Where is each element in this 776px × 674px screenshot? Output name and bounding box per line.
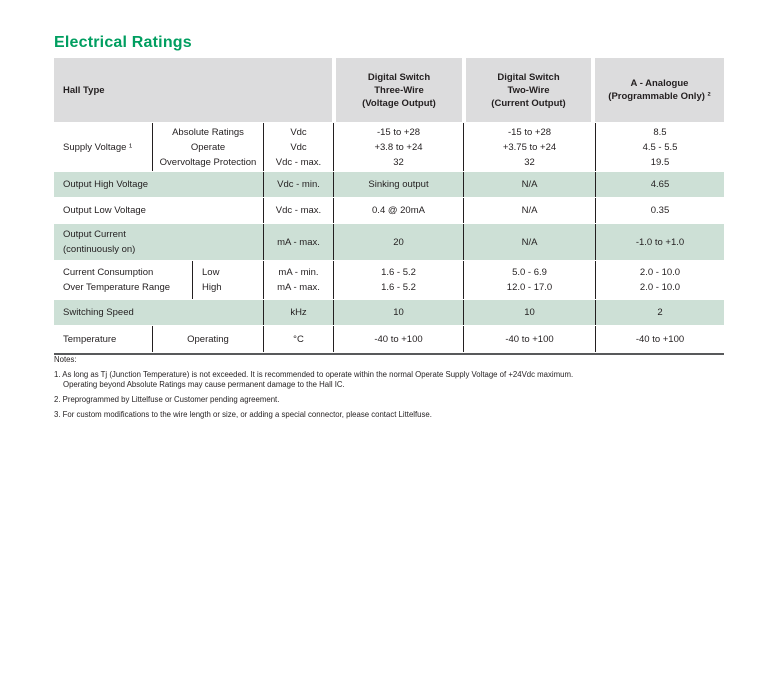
row-units: Vdc - max. bbox=[263, 198, 333, 223]
header-hall-type: Hall Type bbox=[54, 58, 332, 122]
value-three-wire: 10 bbox=[333, 300, 463, 325]
row-units: mA - min. mA - max. bbox=[263, 261, 333, 299]
row-label: Switching Speed bbox=[63, 307, 134, 318]
header-two-wire: Digital Switch Two-Wire (Current Output) bbox=[466, 58, 591, 122]
table-header-row: Hall Type Digital Switch Three-Wire (Vol… bbox=[54, 58, 724, 122]
header-three-wire: Digital Switch Three-Wire (Voltage Outpu… bbox=[336, 58, 462, 122]
value-two-wire: N/A bbox=[463, 224, 595, 260]
value-analogue: 4.65 bbox=[595, 172, 724, 197]
row-sublabels: Low High bbox=[192, 261, 263, 299]
value-two-wire: N/A bbox=[463, 198, 595, 223]
row-units: Vdc Vdc Vdc - max. bbox=[263, 123, 333, 171]
value-two-wire: -15 to +28 +3.75 to +24 32 bbox=[463, 123, 595, 171]
electrical-ratings-table: Hall Type Digital Switch Three-Wire (Vol… bbox=[54, 58, 724, 355]
table-row-output-high-voltage: Output High Voltage Vdc - min. Sinking o… bbox=[54, 172, 724, 197]
header-gap bbox=[462, 58, 466, 122]
value-three-wire: -15 to +28 +3.8 to +24 32 bbox=[333, 123, 463, 171]
row-units: mA - max. bbox=[263, 224, 333, 260]
value-analogue: 2.0 - 10.0 2.0 - 10.0 bbox=[595, 261, 724, 299]
value-three-wire: 0.4 @ 20mA bbox=[333, 198, 463, 223]
row-label: Output Low Voltage bbox=[63, 205, 146, 216]
row-sublabels: Absolute Ratings Operate Overvoltage Pro… bbox=[152, 123, 263, 171]
notes-section: Notes: 1. As long as Tj (Junction Temper… bbox=[54, 355, 754, 420]
value-two-wire: N/A bbox=[463, 172, 595, 197]
value-analogue: -1.0 to +1.0 bbox=[595, 224, 724, 260]
table-bottom-rule bbox=[54, 353, 724, 355]
table-row-switching-speed: Switching Speed kHz 10 10 2 bbox=[54, 300, 724, 325]
table-row-temperature: Temperature Operating °C -40 to +100 -40… bbox=[54, 326, 724, 352]
row-sublabels: Operating bbox=[152, 326, 263, 352]
row-label: Temperature bbox=[63, 333, 117, 345]
table-row-output-current: Output Current (continuously on) mA - ma… bbox=[54, 224, 724, 260]
row-units: kHz bbox=[263, 300, 333, 325]
row-units: Vdc - min. bbox=[263, 172, 333, 197]
header-gap bbox=[591, 58, 595, 122]
note-item: 2. Preprogrammed by Littelfuse or Custom… bbox=[54, 395, 280, 404]
value-three-wire: -40 to +100 bbox=[333, 326, 463, 352]
value-three-wire: 20 bbox=[333, 224, 463, 260]
value-three-wire: 1.6 - 5.2 1.6 - 5.2 bbox=[333, 261, 463, 299]
value-analogue: 2 bbox=[595, 300, 724, 325]
notes-heading: Notes: bbox=[54, 355, 77, 364]
value-analogue: 8.5 4.5 - 5.5 19.5 bbox=[595, 123, 724, 171]
row-label: Output Current (continuously on) bbox=[63, 229, 136, 255]
table-row-supply-voltage: Supply Voltage ¹ Absolute Ratings Operat… bbox=[54, 123, 724, 171]
page-title: Electrical Ratings bbox=[54, 34, 192, 51]
note-item: 1. As long as Tj (Junction Temperature) … bbox=[54, 370, 574, 389]
row-label: Supply Voltage ¹ bbox=[63, 141, 133, 153]
value-analogue: 0.35 bbox=[595, 198, 724, 223]
note-item: 3. For custom modifications to the wire … bbox=[54, 410, 432, 419]
value-analogue: -40 to +100 bbox=[595, 326, 724, 352]
table-row-output-low-voltage: Output Low Voltage Vdc - max. 0.4 @ 20mA… bbox=[54, 198, 724, 223]
value-two-wire: 5.0 - 6.9 12.0 - 17.0 bbox=[463, 261, 595, 299]
row-label: Current Consumption Over Temperature Ran… bbox=[63, 267, 171, 293]
value-three-wire: Sinking output bbox=[333, 172, 463, 197]
row-units: °C bbox=[263, 326, 333, 352]
row-label: Output High Voltage bbox=[63, 179, 149, 190]
value-two-wire: -40 to +100 bbox=[463, 326, 595, 352]
header-gap bbox=[332, 58, 336, 122]
header-analogue: A - Analogue (Programmable Only) ² bbox=[595, 58, 724, 122]
value-two-wire: 10 bbox=[463, 300, 595, 325]
table-row-current-consumption: Current Consumption Over Temperature Ran… bbox=[54, 261, 724, 299]
